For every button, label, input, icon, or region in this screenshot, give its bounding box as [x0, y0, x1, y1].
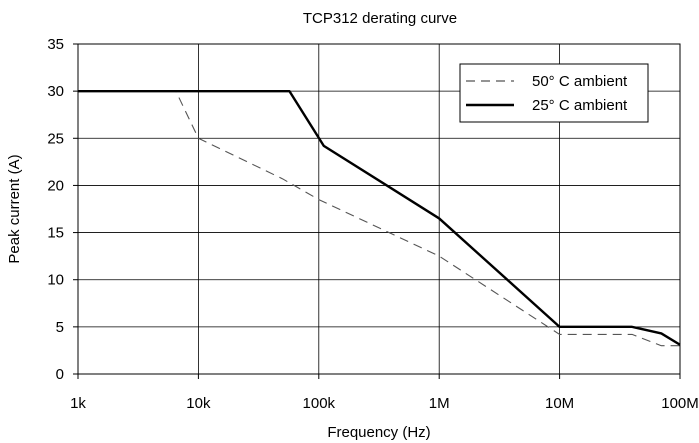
y-tick-label: 5	[56, 319, 64, 336]
legend: 50° C ambient 25° C ambient	[460, 64, 648, 122]
y-tick-label: 0	[56, 366, 64, 383]
x-tick-label: 10k	[186, 395, 211, 412]
y-tick-label: 30	[47, 83, 64, 100]
legend-label-50c: 50° C ambient	[532, 73, 628, 90]
y-axis-title: Peak current (A)	[6, 154, 23, 263]
y-tick-label: 20	[47, 177, 64, 194]
legend-label-25c: 25° C ambient	[532, 97, 628, 114]
x-axis-title: Frequency (Hz)	[327, 424, 430, 441]
y-tick-label: 15	[47, 225, 64, 242]
y-tick-label: 35	[47, 36, 64, 53]
chart-title: TCP312 derating curve	[303, 10, 457, 27]
x-tick-label: 1M	[429, 395, 450, 412]
x-tick-label: 100M	[661, 395, 699, 412]
y-tick-label: 25	[47, 130, 64, 147]
y-tick-label: 10	[47, 272, 64, 289]
x-tick-label: 10M	[545, 395, 574, 412]
x-tick-label: 1k	[70, 395, 86, 412]
x-tick-label: 100k	[303, 395, 336, 412]
